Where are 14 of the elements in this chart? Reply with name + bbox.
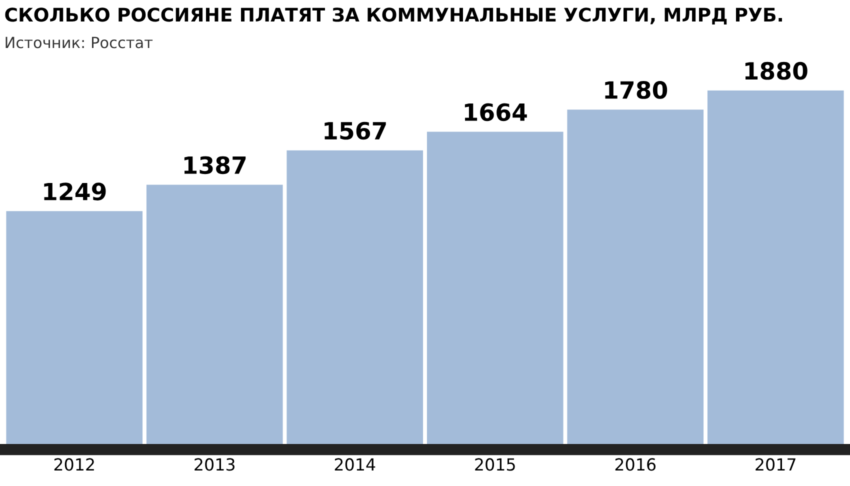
chart-title: СКОЛЬКО РОССИЯНЕ ПЛАТЯТ ЗА КОММУНАЛЬНЫЕ УСЛУГИ, МЛРД РУБ.	[5, 8, 782, 24]
x-tick-label: 2016	[615, 458, 656, 471]
data-label: 1880	[745, 62, 808, 80]
x-tick-label: 2012	[54, 458, 94, 471]
text: Источник: Росстат	[6, 36, 153, 48]
data-label: 1249	[44, 182, 106, 200]
x-tick-label: 2013	[194, 458, 234, 471]
data-label: 1664	[464, 103, 527, 122]
x-tick-label: 2017	[756, 458, 796, 471]
data-label: 1567	[324, 122, 386, 140]
data-label: 1387	[184, 156, 246, 174]
x-tick-label: 2015	[475, 458, 515, 471]
x-tick-label: 2014	[334, 458, 376, 471]
data-label: 1780	[605, 81, 668, 99]
